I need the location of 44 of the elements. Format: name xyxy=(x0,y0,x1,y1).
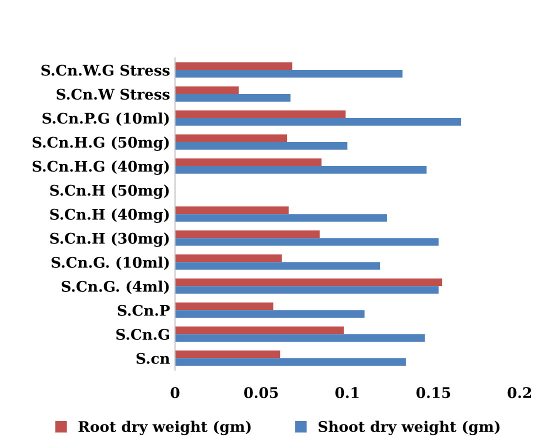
x-tick-label: 0 xyxy=(170,387,180,398)
y-tick-label: S.Cn.H (50mg) xyxy=(50,184,169,199)
y-tick-label: S.Cn.G. (10ml) xyxy=(52,256,169,270)
x-tick-label: 0.15 xyxy=(416,387,450,398)
bar xyxy=(175,158,322,166)
legend-label: Root dry weight (gm) xyxy=(78,420,251,436)
bar xyxy=(175,326,344,334)
bar xyxy=(175,94,290,102)
bar xyxy=(175,262,380,270)
y-tick-label: S.Cn.W.G Stress xyxy=(41,64,170,76)
bar xyxy=(175,134,288,142)
bar xyxy=(175,302,274,310)
bar xyxy=(175,254,282,262)
bar xyxy=(175,206,289,214)
bar xyxy=(175,358,406,366)
x-tick-label: 0.1 xyxy=(335,387,359,398)
y-tick-label: S.Cn.G. (4ml) xyxy=(62,280,169,294)
y-tick-label: S.Cn.H (30mg) xyxy=(50,232,169,247)
bar xyxy=(175,62,292,70)
bar xyxy=(175,334,425,342)
bar xyxy=(175,238,439,246)
bar xyxy=(175,166,427,174)
y-tick-label: S.Cn.W Stress xyxy=(56,88,170,100)
bar xyxy=(175,142,348,150)
y-tick-label: S.cn xyxy=(136,352,170,364)
bar xyxy=(175,86,239,94)
y-tick-label: S.Cn.P.G (10ml) xyxy=(42,112,169,126)
bar xyxy=(175,310,365,318)
legend-label: Shoot dry weight (gm) xyxy=(318,420,500,436)
y-tick-label: S.Cn.H.G (50mg) xyxy=(32,136,169,151)
bar xyxy=(175,278,442,286)
x-tick-label: 0.2 xyxy=(508,387,532,398)
y-tick-label: S.Cn.G xyxy=(116,328,170,340)
y-tick-label: S.Cn.H.G (40mg) xyxy=(32,160,169,175)
y-tick-label: S.Cn.H (40mg) xyxy=(50,208,169,223)
bar xyxy=(175,70,402,78)
bar xyxy=(175,286,439,294)
bar xyxy=(175,118,462,126)
y-tick-label: S.Cn.P xyxy=(118,304,170,316)
bar xyxy=(175,214,387,222)
bar xyxy=(175,110,346,118)
bar xyxy=(175,350,280,358)
bar xyxy=(175,230,320,238)
x-tick-label: 0.05 xyxy=(244,387,278,398)
